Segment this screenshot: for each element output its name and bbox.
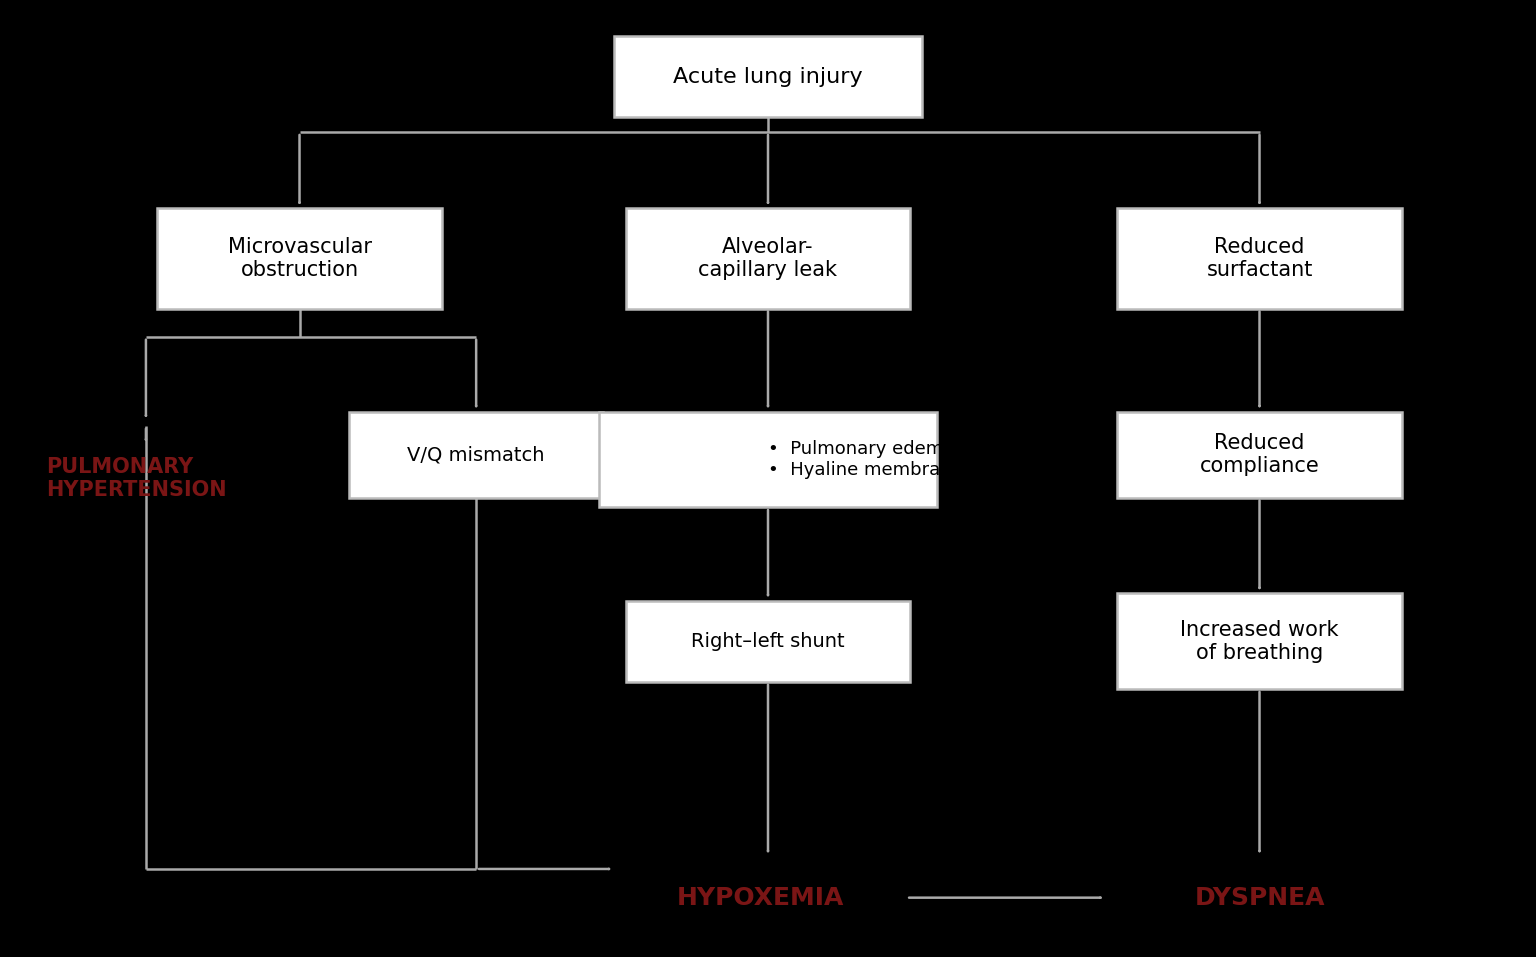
FancyBboxPatch shape: [1117, 412, 1401, 498]
FancyBboxPatch shape: [157, 208, 442, 308]
Text: Reduced
surfactant: Reduced surfactant: [1206, 236, 1313, 280]
Text: Increased work
of breathing: Increased work of breathing: [1180, 619, 1339, 663]
Text: Alveolar-
capillary leak: Alveolar- capillary leak: [699, 236, 837, 280]
Text: HYPOXEMIA: HYPOXEMIA: [677, 885, 843, 910]
Text: V/Q mismatch: V/Q mismatch: [407, 445, 545, 464]
Text: Microvascular
obstruction: Microvascular obstruction: [227, 236, 372, 280]
FancyBboxPatch shape: [614, 35, 922, 117]
Text: Reduced
compliance: Reduced compliance: [1200, 433, 1319, 477]
Text: DYSPNEA: DYSPNEA: [1195, 885, 1324, 910]
Text: Acute lung injury: Acute lung injury: [673, 67, 863, 86]
FancyBboxPatch shape: [1117, 593, 1401, 689]
FancyBboxPatch shape: [1117, 208, 1401, 308]
FancyBboxPatch shape: [349, 412, 602, 498]
Text: Right–left shunt: Right–left shunt: [691, 632, 845, 651]
Text: •  Pulmonary edema
•  Hyaline membrane: • Pulmonary edema • Hyaline membrane: [768, 440, 963, 478]
FancyBboxPatch shape: [599, 412, 937, 507]
FancyBboxPatch shape: [627, 208, 909, 308]
FancyBboxPatch shape: [627, 601, 909, 681]
Text: PULMONARY
HYPERTENSION: PULMONARY HYPERTENSION: [46, 456, 227, 501]
